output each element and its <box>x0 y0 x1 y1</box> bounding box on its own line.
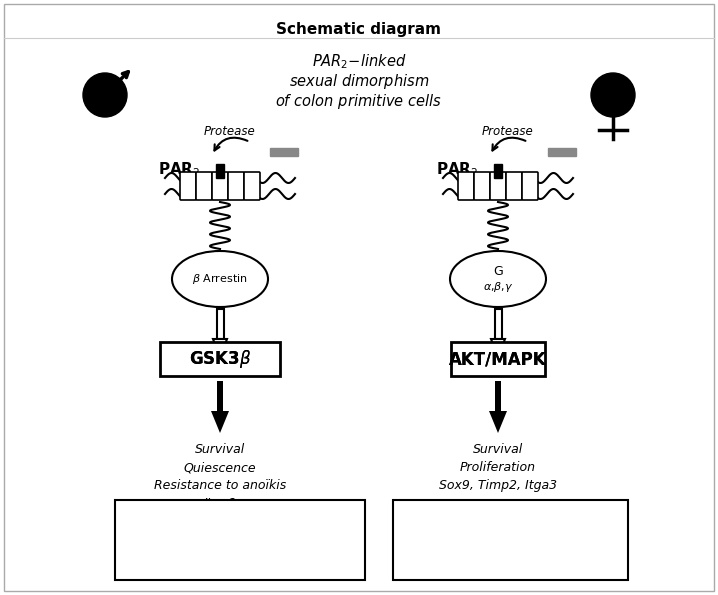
Bar <box>452 342 544 375</box>
FancyBboxPatch shape <box>212 172 228 200</box>
Bar <box>217 309 223 339</box>
Text: AKT/MAPK: AKT/MAPK <box>449 350 547 368</box>
Polygon shape <box>489 411 507 433</box>
Bar <box>270 148 298 156</box>
Text: $\mathit{sexual\ dimorphism}$: $\mathit{sexual\ dimorphism}$ <box>289 72 429 91</box>
Text: G: G <box>493 265 503 277</box>
Text: $\mathit{of\ colon\ primitive\ cells}$: $\mathit{of\ colon\ primitive\ cells}$ <box>276 92 442 111</box>
Text: Control of:: Control of: <box>478 515 543 528</box>
Text: Sox9, Timp2, Itga3: Sox9, Timp2, Itga3 <box>439 479 557 492</box>
Text: Chronic defect in epithelial repair: Chronic defect in epithelial repair <box>122 533 358 546</box>
Circle shape <box>83 73 127 117</box>
FancyBboxPatch shape <box>244 172 260 200</box>
Text: $\mathit{PAR_2}$$\mathit{-linked}$: $\mathit{PAR_2}$$\mathit{-linked}$ <box>312 52 406 71</box>
Bar <box>495 309 501 339</box>
Text: and plasticity?: and plasticity? <box>460 551 561 564</box>
Text: Itga6: Itga6 <box>204 497 236 510</box>
Bar <box>548 148 576 156</box>
Ellipse shape <box>450 251 546 307</box>
Text: GSK3$\beta$: GSK3$\beta$ <box>189 348 251 370</box>
Text: PAR$_2$: PAR$_2$ <box>158 161 200 179</box>
Bar <box>495 381 501 411</box>
Bar <box>494 164 502 178</box>
FancyBboxPatch shape <box>506 172 522 200</box>
FancyBboxPatch shape <box>196 172 212 200</box>
Text: Survival: Survival <box>473 443 523 456</box>
Text: Protease: Protease <box>204 125 256 138</box>
Text: $\alpha$,$\beta$,$\gamma$: $\alpha$,$\beta$,$\gamma$ <box>482 280 513 294</box>
Text: Oncogenesis: Oncogenesis <box>195 551 284 564</box>
Polygon shape <box>213 339 227 357</box>
FancyBboxPatch shape <box>228 172 244 200</box>
FancyBboxPatch shape <box>458 172 474 200</box>
Text: Protease: Protease <box>482 125 534 138</box>
FancyBboxPatch shape <box>180 172 196 200</box>
Ellipse shape <box>172 251 268 307</box>
Text: Proliferation: Proliferation <box>460 461 536 474</box>
Polygon shape <box>491 339 505 357</box>
Text: Quiescence: Quiescence <box>184 461 256 474</box>
FancyBboxPatch shape <box>490 172 506 200</box>
Text: Resistance to anoïkis: Resistance to anoïkis <box>154 479 286 492</box>
Text: Schematic diagram: Schematic diagram <box>276 22 442 37</box>
Text: $\beta$ Arrestin: $\beta$ Arrestin <box>192 272 248 286</box>
Bar <box>115 500 365 580</box>
Bar <box>216 164 224 178</box>
Text: Risk of:: Risk of: <box>217 515 263 528</box>
FancyBboxPatch shape <box>522 172 538 200</box>
Text: AKT/MAPK: AKT/MAPK <box>449 350 547 368</box>
Bar <box>217 381 223 411</box>
Text: GSK3$\beta$: GSK3$\beta$ <box>189 348 251 370</box>
Bar <box>161 342 279 375</box>
Text: Sexual identity: Sexual identity <box>457 533 564 546</box>
Polygon shape <box>211 411 229 433</box>
Text: Survival: Survival <box>195 443 245 456</box>
Circle shape <box>591 73 635 117</box>
Bar <box>393 500 628 580</box>
Text: PAR$_2$: PAR$_2$ <box>436 161 479 179</box>
FancyBboxPatch shape <box>474 172 490 200</box>
